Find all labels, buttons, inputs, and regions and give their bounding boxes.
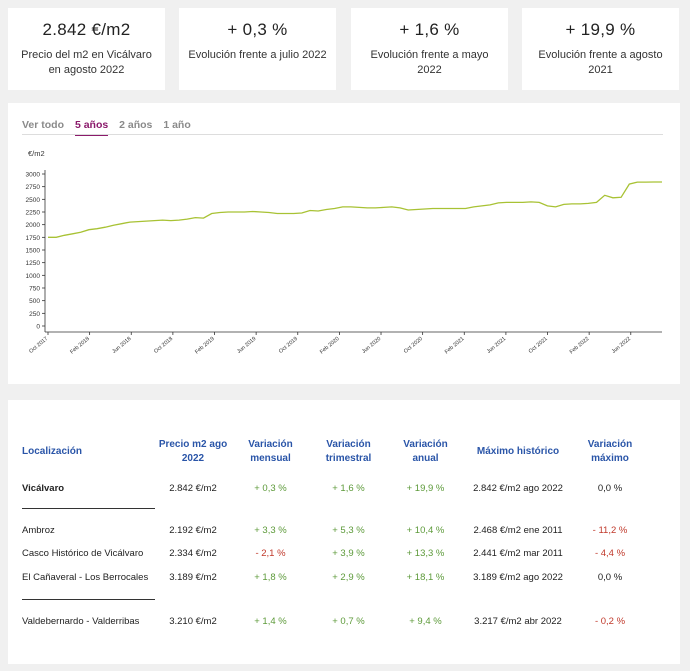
y-axis-label: €/m2 (28, 149, 45, 158)
header-trimestral: Variación trimestral (325, 439, 372, 464)
tab-1-ano[interactable]: 1 año (163, 119, 191, 131)
row-varmax: - 0,2 % (594, 616, 626, 627)
row-annual: + 10,4 % (406, 525, 445, 536)
header-localizacion: Localización (22, 446, 83, 457)
row-max: 3.217 €/m2 abr 2022 (474, 616, 562, 627)
x-tick-label: Oct 2018 (153, 336, 174, 355)
kpi-label: Evolución frente a julio 2022 (188, 49, 327, 61)
kpi-label: Evolución frente a agosto 2021 (538, 49, 663, 76)
y-tick-label: 1500 (26, 248, 41, 255)
x-tick-label: Feb 2019 (194, 336, 216, 356)
y-tick-label: 3000 (26, 172, 41, 179)
kpi-card-monthly: + 0,3 % Evolución frente a julio 2022 (179, 8, 336, 90)
price-series-line (48, 181, 662, 238)
row-name: El Cañaveral - Los Berrocales (22, 572, 149, 583)
row-price: 2.842 €/m2 (169, 483, 217, 494)
range-tabs: Ver todo 5 años 2 años 1 año (22, 119, 199, 136)
price-line-chart: €/m2 0 250 500 750 1000 1250 1500 1750 2000 2250 25… (26, 149, 662, 356)
y-tick-label: 2500 (26, 197, 41, 204)
row-quarterly: + 5,3 % (332, 525, 365, 536)
x-tick-label: Oct 2020 (403, 336, 424, 355)
y-tick-label: 1250 (26, 260, 41, 267)
x-tick-label: Jun 2022 (611, 336, 632, 355)
y-tick-label: 500 (29, 298, 40, 305)
row-max: 2.441 €/m2 mar 2011 (473, 548, 563, 559)
x-tick-label: Feb 2020 (319, 336, 341, 356)
tab-2-anos[interactable]: 2 años (119, 119, 153, 131)
row-max: 3.189 €/m2 ago 2022 (473, 572, 563, 583)
row-separator (22, 508, 155, 509)
row-quarterly: + 2,9 % (332, 572, 365, 583)
kpi-value: + 19,9 % (565, 20, 636, 39)
header-anual: Variación anual (403, 439, 448, 464)
row-monthly: + 3,3 % (254, 525, 287, 536)
y-tick-label: 2000 (26, 222, 41, 229)
kpi-card-quarterly: + 1,6 % Evolución frente a mayo 2022 (351, 8, 508, 90)
x-tick-label: Jun 2019 (236, 336, 257, 355)
row-name: Valdebernardo - Valderribas (22, 616, 140, 627)
x-tick-label: Feb 2018 (69, 336, 91, 356)
row-varmax: 0,0 % (597, 572, 623, 583)
kpi-card-annual: + 19,9 % Evolución frente a agosto 2021 (522, 8, 679, 90)
row-name: Casco Histórico de Vicálvaro (22, 548, 144, 559)
kpi-value: 2.842 €/m2 (42, 20, 131, 39)
chart-card: Ver todo 5 años 2 años 1 año €/m2 0 250 500… (8, 103, 680, 384)
x-tick-label: Oct 2017 (28, 336, 49, 355)
y-tick-label: 2750 (26, 184, 41, 191)
row-monthly: + 1,4 % (254, 616, 287, 627)
row-monthly: + 1,8 % (254, 572, 287, 583)
y-tick-label: 1000 (26, 273, 41, 280)
header-maximo: Máximo histórico (476, 446, 560, 457)
x-tick-label: Jun 2021 (486, 336, 507, 355)
row-separator (22, 599, 155, 600)
tabs-divider (22, 134, 663, 135)
x-tick-label: Oct 2019 (278, 336, 299, 355)
x-tick-label: Jun 2018 (111, 336, 132, 355)
header-mensual: Variación mensual (248, 439, 293, 464)
row-name: Ambroz (22, 525, 55, 536)
kpi-value: + 1,6 % (399, 20, 460, 39)
row-annual: + 9,4 % (409, 616, 442, 627)
row-varmax: - 11,2 % (592, 525, 628, 536)
kpi-label: Evolución frente a mayo 2022 (370, 49, 489, 76)
tab-5-anos[interactable]: 5 años (74, 119, 109, 136)
row-max: 2.842 €/m2 ago 2022 (473, 483, 563, 494)
price-table: Localización Precio m2 ago 2022 Variació… (8, 400, 680, 664)
y-tick-label: 250 (29, 311, 40, 318)
row-annual: + 18,1 % (406, 572, 445, 583)
row-quarterly: + 0,7 % (332, 616, 365, 627)
row-quarterly: + 1,6 % (332, 483, 365, 494)
tab-ver-todo[interactable]: Ver todo (22, 119, 65, 131)
y-tick-label: 1750 (26, 235, 41, 242)
y-tick-label: 750 (29, 286, 40, 293)
x-tick-label: Feb 2022 (569, 336, 591, 356)
row-varmax: 0,0 % (597, 483, 623, 494)
x-tick-label: Oct 2021 (528, 336, 549, 355)
row-monthly: - 2,1 % (255, 548, 286, 559)
row-monthly: + 0,3 % (254, 483, 287, 494)
row-price: 2.192 €/m2 (169, 525, 217, 536)
y-tick-label: 2250 (26, 210, 41, 217)
header-var-maximo: Variación máximo (587, 439, 633, 464)
x-tick-label: Feb 2021 (444, 336, 466, 356)
header-precio: Precio m2 ago 2022 (158, 439, 228, 464)
row-quarterly: + 3,9 % (332, 548, 365, 559)
kpi-label: Precio del m2 en Vicálvaro en agosto 202… (21, 49, 152, 76)
kpi-card-price: 2.842 €/m2 Precio del m2 en Vicálvaro en… (8, 8, 165, 90)
row-name: Vicálvaro (22, 483, 65, 494)
row-max: 2.468 €/m2 ene 2011 (473, 525, 563, 536)
row-varmax: - 4,4 % (594, 548, 626, 559)
y-tick-label: 0 (36, 324, 40, 331)
row-price: 2.334 €/m2 (169, 548, 217, 559)
row-annual: + 13,3 % (406, 548, 445, 559)
row-annual: + 19,9 % (406, 483, 445, 494)
row-price: 3.210 €/m2 (169, 616, 217, 627)
row-price: 3.189 €/m2 (169, 572, 217, 583)
x-tick-label: Jun 2020 (361, 336, 382, 355)
kpi-value: + 0,3 % (227, 20, 288, 39)
